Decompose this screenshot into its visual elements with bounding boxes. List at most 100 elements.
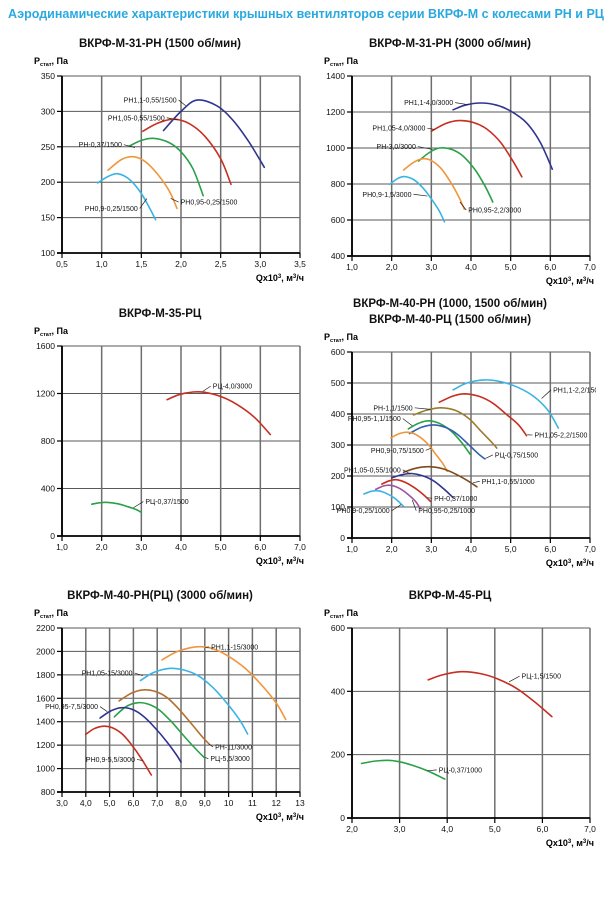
leader-line (170, 198, 179, 203)
curve-label: РЦ-0,37/1000 (439, 767, 482, 774)
curve-label: РН1,1-0,55/1500 (124, 98, 177, 105)
x-tick-label: 3,0 (254, 259, 266, 269)
x-tick-label: 2,0 (175, 259, 187, 269)
curve-label: РН0,9-5,5/3000 (86, 757, 135, 764)
curve-label: РЦ-1,5/1500 (522, 674, 562, 681)
x-tick-label: 3,0 (135, 542, 147, 552)
x-tick-label: 2,5 (215, 259, 227, 269)
x-tick-label: 2,0 (386, 262, 398, 272)
y-tick-label: 300 (331, 440, 345, 450)
chart-title: ВКРФ-М-31-РН (1500 об/мин) (79, 38, 241, 50)
curve (381, 478, 432, 503)
leader-line (166, 117, 178, 121)
curve (363, 489, 405, 508)
leader-line (414, 407, 431, 410)
x-tick-label: 0,5 (56, 259, 68, 269)
curve (142, 118, 232, 186)
curve (166, 390, 272, 436)
chart-vkrf-m-40-rn-rc-1000-1500: ВКРФ-М-40-РН (1000, 1500 об/мин) ВКРФ-М-… (300, 296, 600, 572)
y-tick-label: 400 (331, 409, 345, 419)
y-tick-label: 800 (331, 179, 345, 189)
curve-label: РН1,1-4,0/3000 (404, 100, 453, 107)
curve-label: РН-0,37/1500 (79, 142, 122, 149)
x-tick-label: 4,0 (175, 542, 187, 552)
curve-label: РН-11/3000 (215, 744, 252, 751)
curve (390, 431, 448, 473)
curve (430, 119, 523, 178)
leader-line (485, 454, 493, 459)
curve (407, 419, 471, 456)
leader-line (508, 675, 520, 683)
chart-canvas: 0 200 400 600 2,0 3,0 4,0 5,0 6,0 7,0 Pстат, Па Qx1… (324, 608, 596, 848)
curve (128, 137, 204, 197)
x-tick-label: 6,0 (544, 544, 556, 554)
x-tick-label: 1,0 (56, 542, 68, 552)
x-tick-label: 7,0 (584, 262, 596, 272)
curve (360, 759, 446, 780)
leader-line (417, 146, 433, 150)
y-tick-label: 250 (41, 142, 55, 152)
curve (91, 501, 143, 514)
curve (452, 379, 560, 429)
x-tick-label: 1,5 (135, 259, 147, 269)
y-tick-label: 1400 (326, 71, 345, 81)
curve (162, 99, 266, 169)
y-tick-label: 1200 (36, 740, 55, 750)
y-tick-label: 1800 (36, 670, 55, 680)
curve-label: РН1,05-0,55/1000 (344, 467, 401, 474)
curve-label: РН0,95-7,5/3000 (45, 704, 98, 711)
y-tick-label: 2000 (36, 646, 55, 656)
x-tick-label: 7,0 (294, 542, 306, 552)
chart-vkrf-m-31-rn-3000: ВКРФ-М-31-РН (3000 об/мин) 400 600 800 1000… (300, 36, 600, 290)
leader-line (425, 447, 432, 451)
leader-line (139, 198, 148, 209)
x-tick-label: 2,0 (346, 824, 358, 834)
x-tick-label: 4,0 (465, 544, 477, 554)
x-tick-label: 7,0 (151, 798, 163, 808)
chart-vkrf-m-40-rn-rc-3000: ВКРФ-М-40-РН(РЦ) (3000 об/мин) 800 1000 12… (12, 588, 308, 826)
chart-canvas: 100 150 200 250 300 350 0,5 1,0 1,5 2,0 2,5 3,0 3,5 P… (34, 56, 306, 283)
y-tick-label: 600 (331, 623, 345, 633)
chart-canvas: 0 100 200 300 400 500 600 1,0 2,0 3,0 4,0 5,0 6,0 7,0… (324, 332, 596, 568)
leader-line (391, 504, 402, 512)
y-axis-title: Pстат, Па (34, 608, 69, 620)
curve-label: РН0,95-0,25/1000 (418, 508, 475, 515)
curve (402, 465, 478, 488)
leader-line (472, 480, 480, 484)
y-tick-label: 1200 (326, 107, 345, 117)
x-axis-title: Qx103, м3/ч (256, 556, 304, 566)
y-tick-label: 600 (331, 215, 345, 225)
y-tick-label: 1400 (36, 717, 55, 727)
chart-vkrf-m-35-rc: ВКРФ-М-35-РЦ 0 400 800 1200 1600 1,0 2,0 3,0 4,0… (12, 306, 308, 570)
y-tick-label: 200 (331, 471, 345, 481)
leader-line (204, 757, 209, 759)
y-tick-label: 100 (331, 502, 345, 512)
curve-label: РН-3,0/3000 (377, 144, 416, 151)
curve (99, 706, 182, 763)
y-tick-label: 800 (41, 436, 55, 446)
y-tick-label: 200 (331, 750, 345, 760)
curve (161, 645, 287, 721)
y-tick-label: 800 (41, 787, 55, 797)
x-tick-label: 3,0 (425, 262, 437, 272)
x-tick-label: 3,0 (425, 544, 437, 554)
y-axis-title: Pстат, Па (324, 56, 359, 68)
chart-canvas: 400 600 800 1000 1200 1400 1,0 2,0 3,0 4,0 5,0 6,0 7… (324, 56, 596, 286)
y-tick-label: 400 (331, 686, 345, 696)
y-tick-label: 300 (41, 106, 55, 116)
x-tick-label: 3,0 (56, 798, 68, 808)
x-tick-label: 4,0 (441, 824, 453, 834)
x-tick-label: 6,0 (127, 798, 139, 808)
curve-label: РН1,05-4,0/3000 (372, 126, 425, 133)
chart-vkrf-m-45-rc: ВКРФ-М-45-РЦ 0 200 400 600 2,0 3,0 4,0 5,0 6,0 7,… (300, 588, 600, 852)
leader-line (541, 389, 552, 399)
x-tick-label: 3,0 (394, 824, 406, 834)
curve (85, 725, 153, 776)
curve (96, 172, 157, 221)
leader-line (208, 743, 214, 748)
x-tick-label: 13 (295, 798, 305, 808)
curve-label: РН1,05-15/3000 (82, 671, 133, 678)
chart-vkrf-m-31-rn-1500: ВКРФ-М-31-РН (1500 об/мин) 100 150 200 250 3… (12, 36, 308, 287)
y-axis-title: Pстат, Па (324, 608, 359, 620)
